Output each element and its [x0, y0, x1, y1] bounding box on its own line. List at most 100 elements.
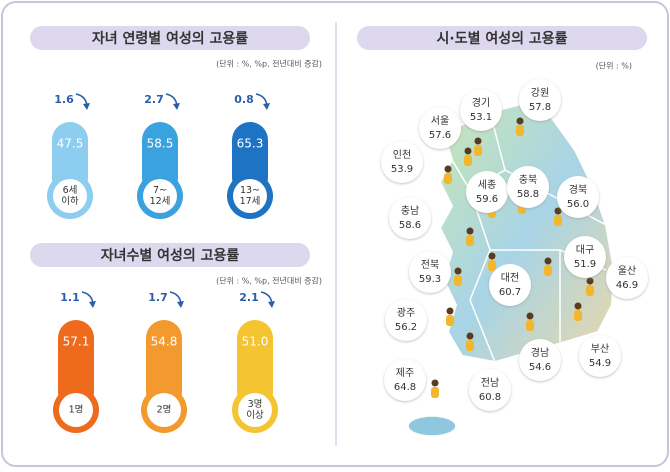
- figure-head: [464, 147, 472, 155]
- arrow-head: [177, 301, 184, 308]
- item-label: 이상: [246, 410, 264, 421]
- figure-body: [586, 285, 594, 296]
- arrow-head: [89, 301, 96, 308]
- change-value: 1.7: [148, 291, 168, 304]
- region-bubble: [419, 107, 461, 149]
- region-name: 경기: [472, 96, 490, 109]
- figure-head: [444, 165, 452, 173]
- region-bubble: [409, 251, 451, 293]
- korea-map: [438, 102, 616, 364]
- figure-body: [516, 125, 524, 136]
- change-value: 0.8: [234, 93, 254, 106]
- bulb-inner: [59, 393, 93, 427]
- region-bubble: [606, 257, 648, 299]
- rate-value: 65.3: [237, 137, 264, 151]
- bulb-inner: [53, 179, 87, 213]
- figure-head: [466, 332, 474, 340]
- figure-body: [466, 340, 474, 351]
- region-rate: 56.0: [567, 199, 589, 210]
- region-bubble: [384, 359, 426, 401]
- region-rate: 54.9: [589, 358, 611, 369]
- item-label: 1명: [69, 405, 84, 416]
- region-rate: 54.6: [529, 362, 551, 373]
- change-value: 2.7: [144, 93, 164, 106]
- region-bubble: [564, 236, 606, 278]
- region-rate: 60.8: [479, 392, 501, 403]
- jeju-island: [407, 415, 457, 437]
- thermometer-tube: [146, 320, 182, 410]
- region-name: 강원: [531, 87, 549, 99]
- title-pill: [30, 26, 310, 50]
- region-rate: 57.6: [429, 130, 451, 141]
- thermometer-tube: [237, 320, 273, 410]
- arrow-head: [263, 103, 270, 110]
- item-label: 17세: [240, 196, 261, 207]
- figure-head: [466, 227, 474, 235]
- change-value: 1.6: [54, 93, 74, 106]
- region-name: 광주: [397, 307, 415, 319]
- figure-body: [488, 260, 496, 271]
- region-bubble: [389, 197, 431, 239]
- figure-head: [544, 257, 552, 265]
- panel-title: 시·도별 여성의 고용률: [437, 30, 568, 47]
- region-rate: 58.6: [399, 220, 421, 231]
- bulb-inner: [238, 393, 272, 427]
- figure-head: [574, 302, 582, 310]
- figure-head: [488, 252, 496, 260]
- rate-value: 57.1: [63, 335, 90, 349]
- arrow-head: [173, 103, 180, 110]
- figure-body: [446, 315, 454, 326]
- figure-head: [446, 307, 454, 315]
- rate-value: 47.5: [57, 137, 84, 151]
- item-label: 7~: [153, 185, 167, 196]
- region-rate: 53.1: [470, 112, 492, 123]
- unit-note: (단위 : %, %p, 전년대비 증감): [216, 59, 322, 69]
- region-bubble: [519, 79, 561, 121]
- region-name: 충북: [519, 174, 537, 186]
- figure-head: [431, 379, 439, 387]
- item-label: 2명: [157, 405, 172, 416]
- rate-value: 51.0: [242, 335, 269, 349]
- change-value: 2.1: [239, 291, 259, 304]
- region-bubble: [489, 264, 531, 306]
- region-rate: 56.2: [395, 322, 417, 333]
- arrow-head: [268, 301, 275, 308]
- figure-head: [516, 117, 524, 125]
- figure-head: [454, 267, 462, 275]
- region-name: 대전: [501, 272, 519, 284]
- region-name: 대구: [576, 244, 594, 256]
- region-name: 서울: [431, 115, 449, 127]
- region-bubble: [381, 141, 423, 183]
- region-name: 울산: [618, 265, 636, 277]
- thermometer-tube: [58, 320, 94, 410]
- figure-body: [464, 155, 472, 166]
- region-bubble: [466, 171, 508, 213]
- panel-title: 자녀수별 여성의 고용률: [101, 247, 240, 264]
- item-label: 6세: [63, 185, 78, 196]
- title-pill: [357, 26, 647, 50]
- figure-body: [454, 275, 462, 286]
- region-rate: 64.8: [394, 382, 416, 393]
- bulb-inner: [147, 393, 181, 427]
- figure-body: [526, 320, 534, 331]
- region-rate: 53.9: [391, 164, 413, 175]
- item-label: 12세: [150, 196, 171, 207]
- region-bubble: [519, 339, 561, 381]
- figure-head: [554, 207, 562, 215]
- rate-value: 58.5: [147, 137, 174, 151]
- region-name: 제주: [396, 367, 414, 379]
- region-name: 충남: [401, 205, 419, 217]
- region-bubble: [579, 335, 621, 377]
- figure-body: [554, 215, 562, 226]
- region-rate: 58.8: [517, 189, 539, 200]
- region-name: 부산: [591, 343, 609, 355]
- region-bubble: [507, 166, 549, 208]
- figure-body: [574, 310, 582, 321]
- figure-head: [586, 277, 594, 285]
- rate-value: 54.8: [151, 335, 178, 349]
- region-rate: 46.9: [616, 280, 638, 291]
- item-label: 13~: [240, 185, 260, 196]
- panel-title: 자녀 연령별 여성의 고용률: [92, 30, 248, 47]
- region-bubble: [469, 369, 511, 411]
